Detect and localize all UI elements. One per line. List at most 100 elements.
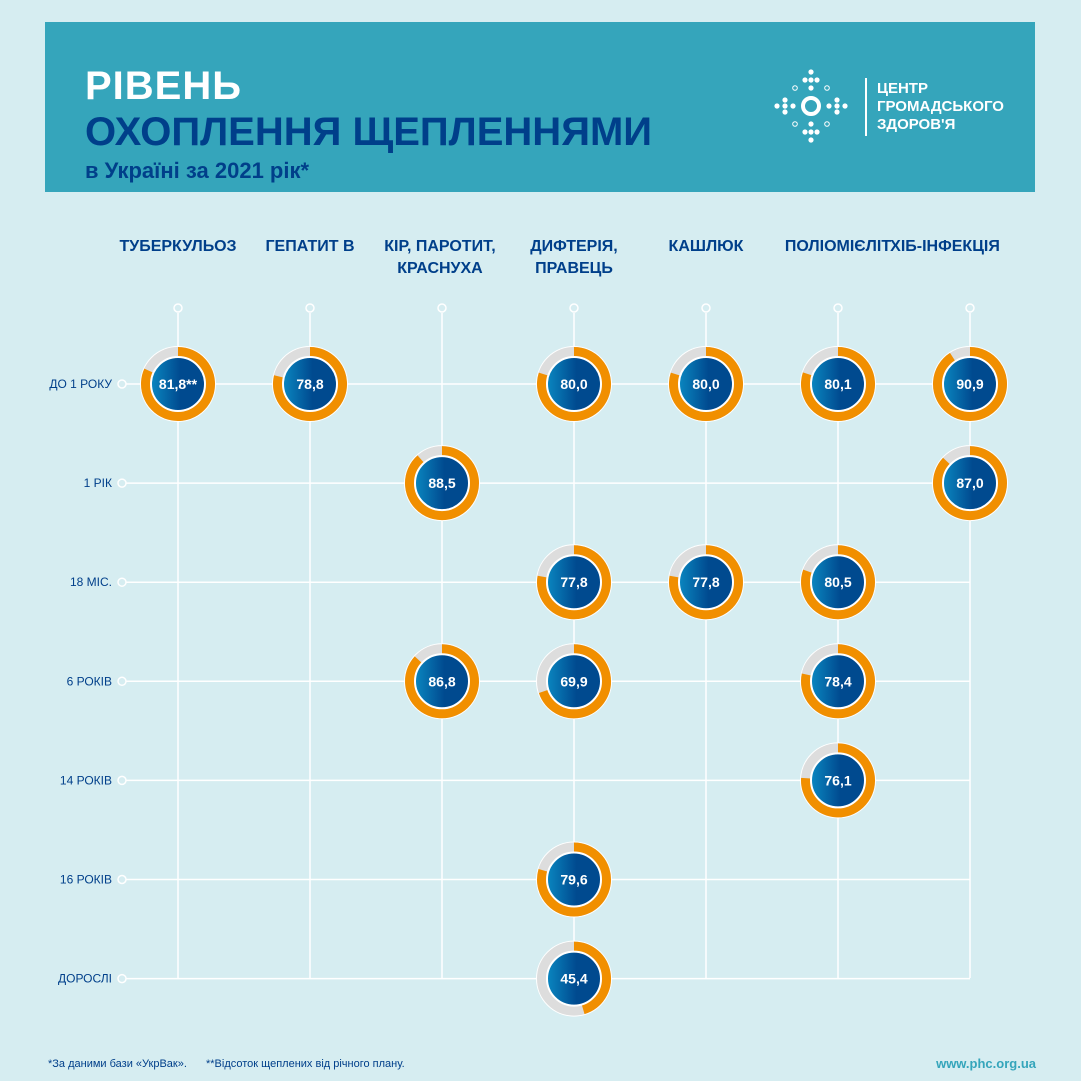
donut-center <box>546 851 602 908</box>
column-label: ХІБ-ІНФЕКЦІЯ <box>890 238 1000 255</box>
donut-arc <box>405 446 479 521</box>
donut-value-label: 87,0 <box>956 475 983 491</box>
donut-value-label: 80,0 <box>692 376 719 392</box>
row-label: ДОРОСЛІ <box>58 972 112 986</box>
column-marker <box>965 303 975 313</box>
logo-dot <box>808 85 814 91</box>
row-marker <box>117 973 127 984</box>
org-line1: ЦЕНТР <box>877 80 928 97</box>
donut-value-label: 77,8 <box>560 574 587 590</box>
donut-value-label: 69,9 <box>560 673 587 689</box>
donut: 76,1 <box>800 742 876 819</box>
donut-arc <box>537 842 611 917</box>
donut-center <box>678 554 734 611</box>
donut-value-label: 45,4 <box>560 971 587 987</box>
donut-value-label: 76,1 <box>824 772 851 788</box>
donut-arc <box>405 644 479 719</box>
donut-center <box>282 356 338 412</box>
row-marker <box>117 379 127 389</box>
donut-arc <box>801 644 875 719</box>
donut-center <box>810 653 866 710</box>
donut-value-label: 78,4 <box>824 673 851 689</box>
column-marker <box>305 303 315 313</box>
logo-dot <box>814 129 820 135</box>
row-label: 6 РОКІВ <box>67 674 112 688</box>
donut-arc <box>801 347 875 421</box>
logo-dot <box>782 97 788 103</box>
row-label: ДО 1 РОКУ <box>49 377 112 391</box>
donut-arc <box>537 347 611 421</box>
donut: 78,8 <box>272 346 348 422</box>
donut-arc <box>537 545 611 620</box>
logo-dot <box>808 129 814 135</box>
donut: 77,8 <box>536 544 612 621</box>
donut-center <box>546 950 602 1007</box>
logo-dot <box>834 103 840 109</box>
donut-center <box>810 752 866 809</box>
website-link[interactable]: www.phc.org.ua <box>936 1056 1036 1071</box>
column-marker <box>701 303 711 313</box>
donut-center <box>942 356 998 412</box>
logo-dot <box>808 121 814 127</box>
donut: 86,8 <box>404 643 480 720</box>
donut: 87,0 <box>932 445 1008 522</box>
footnote-2: **Відсоток щеплених від річного плану. <box>206 1058 405 1070</box>
logo-dot <box>814 77 820 83</box>
footnote-1: *За даними бази «УкрВак». <box>48 1058 187 1070</box>
logo-dot <box>782 103 788 109</box>
donut-value-label: 78,8 <box>296 376 323 392</box>
column-marker <box>437 303 447 313</box>
column-label: КРАСНУХА <box>397 260 483 277</box>
column-label: ТУБЕРКУЛЬОЗ <box>119 238 236 255</box>
donut: 80,0 <box>536 346 612 422</box>
subtitle: в Україні за 2021 рік* <box>85 158 310 183</box>
row-marker <box>117 775 127 786</box>
donut: 69,9 <box>536 643 612 720</box>
donut-value-label: 90,9 <box>956 376 983 392</box>
row-label: 18 МІС. <box>70 575 112 589</box>
logo-dot <box>774 103 780 109</box>
logo-dot <box>802 77 808 83</box>
org-name: ЦЕНТР ГРОМАДСЬКОГО ЗДОРОВ'Я <box>877 80 1017 134</box>
org-line2: ГРОМАДСЬКОГО <box>877 98 1004 115</box>
donut-center <box>942 455 998 512</box>
donut-center <box>546 356 602 412</box>
column-label: КАШЛЮК <box>669 238 744 255</box>
logo-dot-outline <box>824 121 830 127</box>
header-banner: РІВЕНЬ ОХОПЛЕННЯ ЩЕПЛЕННЯМИ в Україні за… <box>45 22 1035 192</box>
phc-logo-icon <box>774 69 848 143</box>
logo-divider <box>865 78 867 136</box>
donut-arc <box>538 644 611 719</box>
donut: 80,5 <box>800 544 876 621</box>
logo-ring <box>801 96 821 116</box>
donut-arc <box>669 347 743 421</box>
donut-center <box>150 356 206 412</box>
row-marker <box>117 874 127 885</box>
donut: 78,4 <box>800 643 876 720</box>
column-marker <box>173 303 183 313</box>
logo-dot <box>842 103 848 109</box>
donut-center <box>546 554 602 611</box>
donut-value-label: 81,8** <box>159 376 198 392</box>
row-label: 16 РОКІВ <box>60 873 112 887</box>
donut: 81,8** <box>140 346 216 422</box>
column-label: ГЕПАТИТ В <box>265 238 354 255</box>
row-marker <box>117 478 127 488</box>
donut: 88,5 <box>404 445 480 522</box>
donut-arc <box>933 446 1007 521</box>
donut-center <box>414 455 470 512</box>
title-line2: ОХОПЛЕННЯ ЩЕПЛЕННЯМИ <box>85 110 653 154</box>
donut-arc <box>801 545 875 620</box>
donut: 77,8 <box>668 544 744 621</box>
donut-arc <box>273 347 347 421</box>
donut: 80,1 <box>800 346 876 422</box>
logo-dot <box>808 69 814 75</box>
row-marker <box>117 676 127 687</box>
donut-value-label: 77,8 <box>692 574 719 590</box>
logo-dot <box>782 109 788 115</box>
row-label: 14 РОКІВ <box>60 773 112 787</box>
logo-dot <box>790 103 796 109</box>
donut-arc <box>573 941 611 1015</box>
donut-arc <box>933 347 1007 421</box>
